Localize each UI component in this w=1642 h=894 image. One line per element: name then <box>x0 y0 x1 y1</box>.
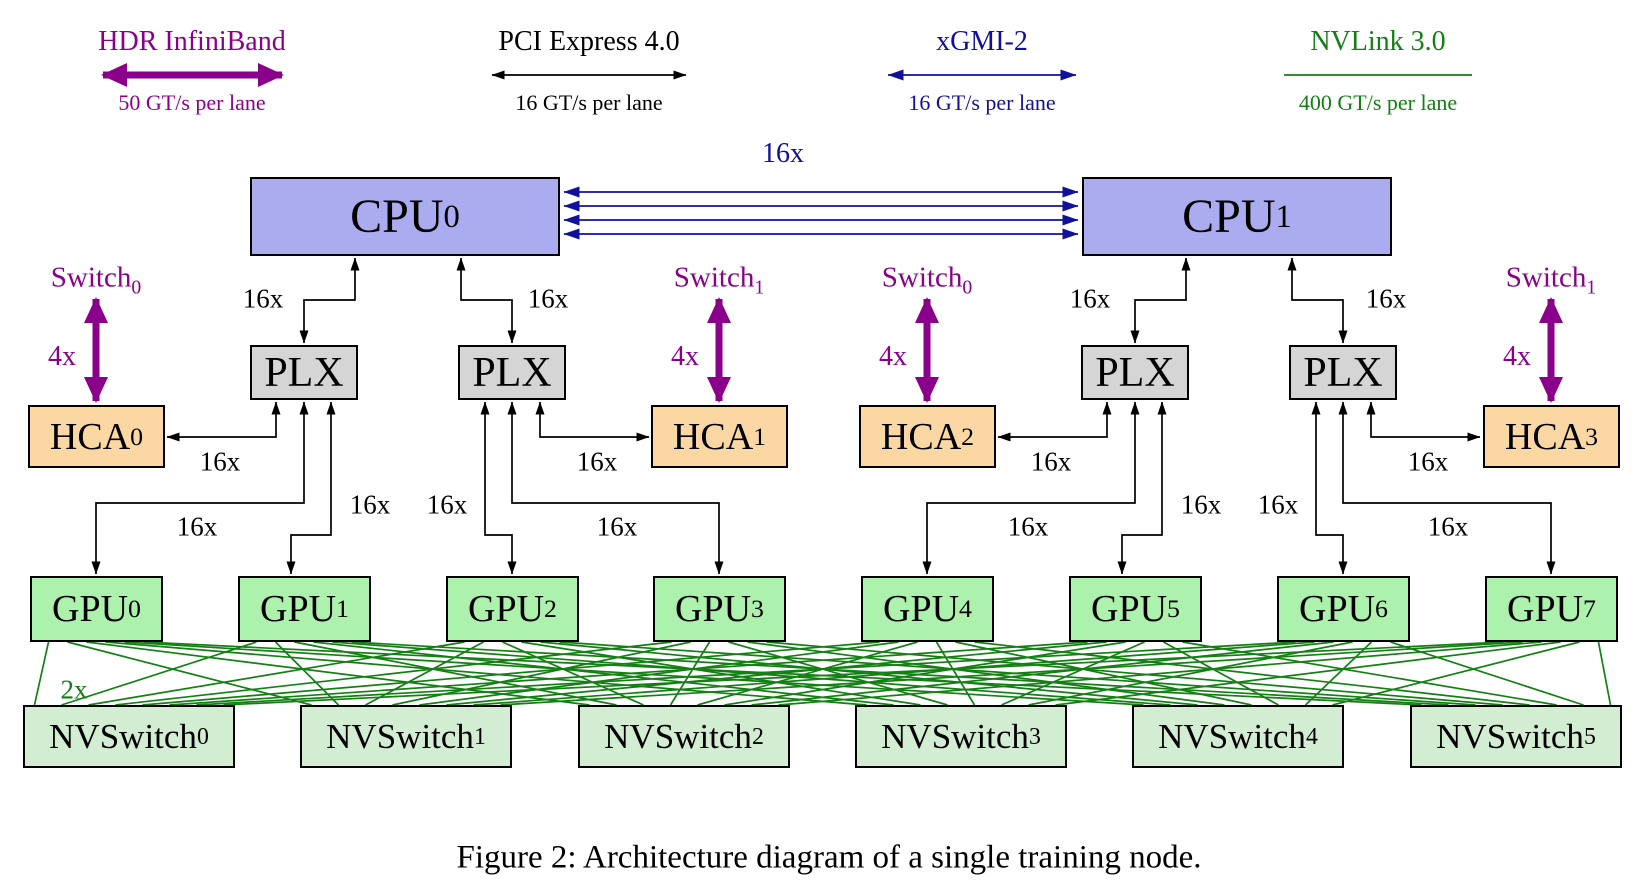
pcie-width-plx-gpu3: 16x <box>596 511 638 542</box>
ib-switch1-right-label: Switch1 <box>1505 261 1597 299</box>
legend-title-pci-express: PCI Express 4.0 <box>498 26 680 57</box>
pcie-plx-gpu-links <box>91 401 1556 575</box>
ib-width-label-1: 4x <box>671 341 699 372</box>
pcie-width-plx-hca-3: 16x <box>1407 446 1449 477</box>
pcie-width-plx-gpu4: 16x <box>1007 511 1049 542</box>
nvlink-width-label: 2x <box>60 674 88 705</box>
pcie-width-plx-gpu7: 16x <box>1427 511 1469 542</box>
plx2-box: PLX <box>1081 345 1189 400</box>
pcie-width-plx-gpu1: 16x <box>349 489 391 520</box>
hca2-box: HCA 2 <box>859 405 996 468</box>
pcie-width-plx-gpu2: 16x <box>426 489 468 520</box>
nvswitch1-box: NVSwitch 1 <box>300 705 512 768</box>
pcie-plx-hca-links <box>166 401 1481 442</box>
ib-switch0-left-label: Switch0 <box>50 261 142 299</box>
nvlink-gpu5-nvswitch1 <box>446 641 1107 706</box>
nvlink-gpu3-nvswitch0 <box>115 641 672 706</box>
xgmi-width-label: 16x <box>762 138 804 169</box>
gpu6-box: GPU 6 <box>1277 576 1410 642</box>
cpu0-box: CPU 0 <box>250 177 560 256</box>
nvlink-gpu7-nvswitch0 <box>223 641 1504 706</box>
nvlink-gpu4-nvswitch2 <box>697 641 918 706</box>
gpu1-box: GPU 1 <box>238 576 371 642</box>
gpu7-box: GPU 7 <box>1485 576 1618 642</box>
nvlink-gpu4-nvswitch1 <box>419 641 899 706</box>
nvlink-gpu7-nvswitch2 <box>778 641 1542 706</box>
legend-rate-hdr-infiniband: 50 GT/s per lane <box>118 90 266 115</box>
nvswitch4-box: NVSwitch 4 <box>1132 705 1344 768</box>
pcie-width-plx-gpu0: 16x <box>176 511 218 542</box>
legend-title-nvlink: NVLink 3.0 <box>1310 26 1446 57</box>
nvlink-gpu6-nvswitch1 <box>473 641 1315 706</box>
nvlink-gpu-nvswitch-mesh <box>33 641 1612 706</box>
nvswitch2-box: NVSwitch 2 <box>578 705 790 768</box>
nvswitch0-box: NVSwitch 0 <box>23 705 235 768</box>
nvswitch5-box: NVSwitch 5 <box>1410 705 1622 768</box>
ib-switch0-right-label: Switch0 <box>881 261 973 299</box>
hca0-box: HCA 0 <box>28 405 165 468</box>
nvlink-gpu1-nvswitch0 <box>61 641 257 706</box>
pcie-width-plx-gpu6: 16x <box>1257 489 1299 520</box>
hca1-box: HCA 1 <box>651 405 788 468</box>
nvlink-gpu2-nvswitch0 <box>88 641 465 706</box>
ib-width-label-2: 4x <box>879 341 907 372</box>
nvlink-gpu5-nvswitch5 <box>1182 641 1557 706</box>
ib-switch1-left-label: Switch1 <box>673 261 765 299</box>
pcie-width-cpu-plx-0: 16x <box>242 283 284 314</box>
plx3-box: PLX <box>1289 345 1397 400</box>
nvlink-gpu0-nvswitch0 <box>33 641 50 706</box>
nvlink-gpu5-nvswitch0 <box>169 641 1088 706</box>
xgmi-cpu-links <box>563 186 1079 240</box>
nvlink-gpu6-nvswitch0 <box>196 641 1296 706</box>
nvswitch3-box: NVSwitch 3 <box>855 705 1067 768</box>
nvlink-gpu0-nvswitch3 <box>105 641 867 706</box>
pcie-width-plx-hca-1: 16x <box>576 446 618 477</box>
cpu1-box: CPU 1 <box>1082 177 1392 256</box>
nvlink-gpu7-nvswitch3 <box>1055 641 1561 706</box>
legend-rate-pci-express: 16 GT/s per lane <box>515 90 663 115</box>
nvlink-gpu7-nvswitch1 <box>500 641 1523 706</box>
gpu4-box: GPU 4 <box>861 576 994 642</box>
pcie-width-plx-hca-0: 16x <box>199 446 241 477</box>
pcie-width-plx-gpu5: 16x <box>1180 489 1222 520</box>
pcie-width-plx-hca-2: 16x <box>1030 446 1072 477</box>
gpu0-box: GPU 0 <box>30 576 163 642</box>
plx0-box: PLX <box>250 345 358 400</box>
gpu2-box: GPU 2 <box>446 576 579 642</box>
nvlink-gpu6-nvswitch2 <box>751 641 1334 706</box>
legend-title-hdr-infiniband: HDR InfiniBand <box>98 26 286 57</box>
nvlink-gpu1-nvswitch3 <box>313 641 894 706</box>
nvlink-gpu3-nvswitch5 <box>766 641 1503 706</box>
hca3-box: HCA 3 <box>1483 405 1620 468</box>
legend-title-xgmi: xGMI-2 <box>936 26 1028 57</box>
nvlink-gpu7-nvswitch4 <box>1332 641 1580 706</box>
nvlink-gpu5-nvswitch2 <box>724 641 1126 706</box>
legend-rate-xgmi: 16 GT/s per lane <box>908 90 1056 115</box>
figure-caption: Figure 2: Architecture diagram of a sing… <box>456 839 1202 876</box>
legend-rate-nvlink: 400 GT/s per lane <box>1298 90 1458 115</box>
pcie-width-cpu-plx-3: 16x <box>1365 283 1407 314</box>
ib-width-label-3: 4x <box>1503 341 1531 372</box>
ib-width-label-0: 4x <box>48 341 76 372</box>
gpu5-box: GPU 5 <box>1069 576 1202 642</box>
gpu3-box: GPU 3 <box>653 576 786 642</box>
plx1-box: PLX <box>458 345 566 400</box>
pcie-width-cpu-plx-1: 16x <box>527 283 569 314</box>
pcie-cpu-plx-links <box>299 257 1348 344</box>
infiniband-hca-switch-arrows <box>84 297 1563 403</box>
nvlink-gpu4-nvswitch5 <box>974 641 1530 706</box>
nvlink-gpu4-nvswitch0 <box>142 641 880 706</box>
nvlink-gpu7-nvswitch5 <box>1597 641 1612 706</box>
pcie-width-cpu-plx-2: 16x <box>1069 283 1111 314</box>
